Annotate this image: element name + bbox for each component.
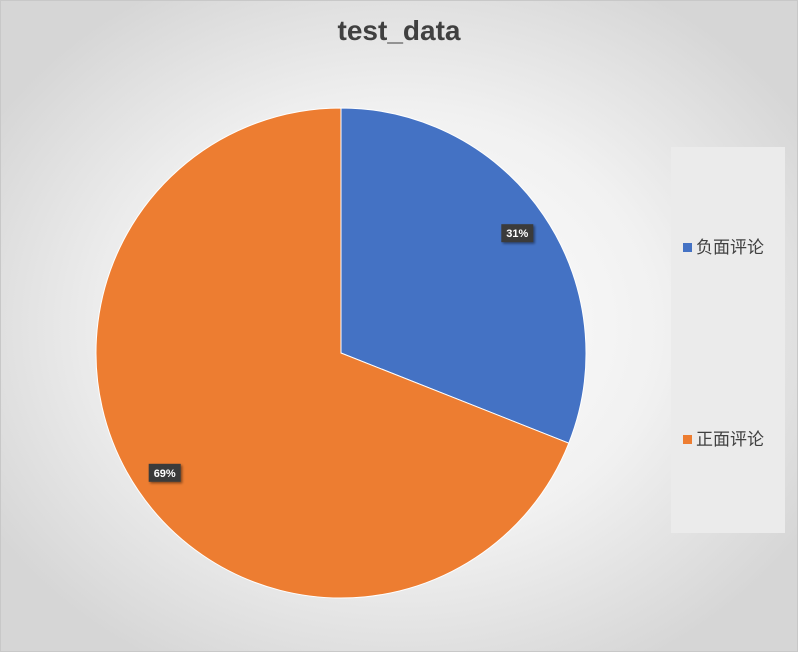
- slice-negative: [340, 107, 587, 444]
- legend-label-negative: 负面评论: [696, 238, 764, 258]
- data-label-positive: 69%: [148, 463, 181, 482]
- legend-label-positive: 正面评论: [696, 430, 764, 450]
- legend-swatch-negative: [683, 243, 692, 252]
- legend-item-negative: 负面评论: [683, 233, 764, 258]
- data-label-negative: 31%: [501, 224, 534, 243]
- legend-item-positive: 正面评论: [683, 425, 764, 450]
- data-label-negative-box: [501, 224, 534, 243]
- data-label-negative-text: 31%: [506, 228, 528, 240]
- slice-positive: [95, 107, 570, 599]
- data-label-positive-text: 69%: [154, 468, 176, 480]
- legend-swatch-positive: [683, 435, 692, 444]
- data-label-positive-box: [148, 463, 181, 482]
- legend: 负面评论 正面评论: [671, 147, 785, 533]
- chart-title: test_data: [337, 15, 461, 46]
